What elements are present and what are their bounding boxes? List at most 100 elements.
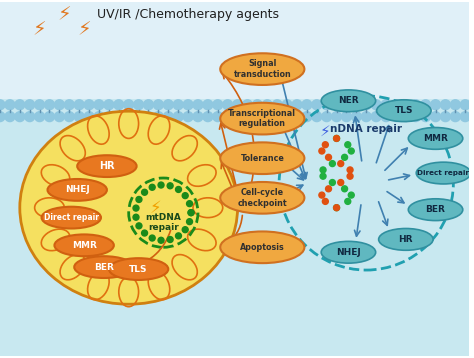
Circle shape — [114, 112, 124, 122]
Text: TLS: TLS — [129, 265, 148, 274]
Circle shape — [351, 100, 361, 110]
Ellipse shape — [109, 258, 168, 280]
Circle shape — [320, 167, 326, 173]
Circle shape — [326, 154, 331, 160]
Ellipse shape — [220, 103, 304, 135]
Text: BER: BER — [426, 205, 446, 214]
Circle shape — [341, 100, 351, 110]
Circle shape — [193, 100, 203, 110]
Circle shape — [134, 100, 144, 110]
Circle shape — [338, 161, 344, 166]
Circle shape — [334, 205, 339, 211]
Circle shape — [361, 112, 371, 122]
Circle shape — [371, 100, 381, 110]
Circle shape — [124, 100, 134, 110]
Circle shape — [430, 112, 440, 122]
Circle shape — [329, 180, 335, 185]
Circle shape — [282, 112, 292, 122]
Circle shape — [64, 100, 74, 110]
Text: Cell-cycle
checkpoint: Cell-cycle checkpoint — [237, 188, 287, 208]
Circle shape — [164, 100, 173, 110]
Circle shape — [292, 112, 302, 122]
Circle shape — [334, 135, 339, 141]
Circle shape — [391, 112, 401, 122]
Circle shape — [351, 112, 361, 122]
Circle shape — [15, 112, 25, 122]
Circle shape — [183, 100, 193, 110]
Circle shape — [5, 112, 15, 122]
Circle shape — [381, 100, 391, 110]
Circle shape — [322, 112, 332, 122]
Circle shape — [450, 100, 460, 110]
Circle shape — [338, 180, 344, 185]
Circle shape — [74, 100, 84, 110]
Circle shape — [144, 100, 154, 110]
Text: MMR: MMR — [72, 241, 97, 250]
Circle shape — [329, 161, 335, 166]
Circle shape — [167, 237, 173, 242]
Circle shape — [334, 135, 339, 141]
Circle shape — [133, 214, 139, 220]
Circle shape — [411, 100, 421, 110]
Circle shape — [188, 210, 194, 216]
Circle shape — [345, 198, 351, 204]
Circle shape — [253, 112, 262, 122]
Circle shape — [187, 219, 192, 224]
Ellipse shape — [377, 100, 431, 122]
Ellipse shape — [408, 127, 463, 149]
Circle shape — [411, 112, 421, 122]
Circle shape — [440, 100, 450, 110]
Circle shape — [292, 100, 302, 110]
Circle shape — [182, 227, 188, 233]
Circle shape — [341, 112, 351, 122]
Text: ⚡: ⚡ — [33, 20, 46, 39]
Circle shape — [142, 189, 147, 195]
Circle shape — [332, 100, 341, 110]
Circle shape — [347, 173, 353, 179]
Circle shape — [149, 184, 155, 190]
Circle shape — [381, 112, 391, 122]
Circle shape — [188, 210, 194, 216]
Text: NHEJ: NHEJ — [65, 185, 90, 194]
Text: NHEJ: NHEJ — [336, 248, 361, 257]
Circle shape — [175, 187, 182, 192]
Circle shape — [94, 100, 104, 110]
Text: BER: BER — [94, 263, 114, 272]
Circle shape — [84, 112, 94, 122]
Circle shape — [342, 186, 347, 192]
Circle shape — [347, 167, 353, 173]
Circle shape — [243, 100, 253, 110]
Circle shape — [391, 100, 401, 110]
Circle shape — [322, 198, 328, 204]
Text: ⚡: ⚡ — [57, 5, 71, 24]
Circle shape — [345, 142, 351, 148]
Circle shape — [322, 100, 332, 110]
Ellipse shape — [408, 199, 463, 221]
Circle shape — [35, 112, 45, 122]
Circle shape — [134, 112, 144, 122]
Text: UV/IR /Chemotherapy agents: UV/IR /Chemotherapy agents — [97, 8, 279, 21]
Text: MMR: MMR — [423, 134, 448, 143]
Circle shape — [213, 100, 223, 110]
Text: HR: HR — [99, 161, 115, 171]
Circle shape — [322, 142, 328, 148]
Circle shape — [342, 154, 347, 160]
Circle shape — [272, 100, 282, 110]
Circle shape — [401, 112, 411, 122]
Circle shape — [104, 100, 114, 110]
Circle shape — [460, 100, 470, 110]
Circle shape — [183, 112, 193, 122]
Ellipse shape — [42, 207, 101, 228]
Circle shape — [334, 205, 339, 211]
Circle shape — [124, 112, 134, 122]
Circle shape — [158, 182, 164, 188]
Circle shape — [460, 112, 470, 122]
Circle shape — [74, 112, 84, 122]
Ellipse shape — [379, 228, 433, 250]
Ellipse shape — [416, 162, 471, 184]
Ellipse shape — [321, 241, 376, 263]
Circle shape — [182, 193, 188, 199]
Circle shape — [175, 233, 182, 239]
Circle shape — [25, 112, 35, 122]
Circle shape — [136, 197, 142, 202]
